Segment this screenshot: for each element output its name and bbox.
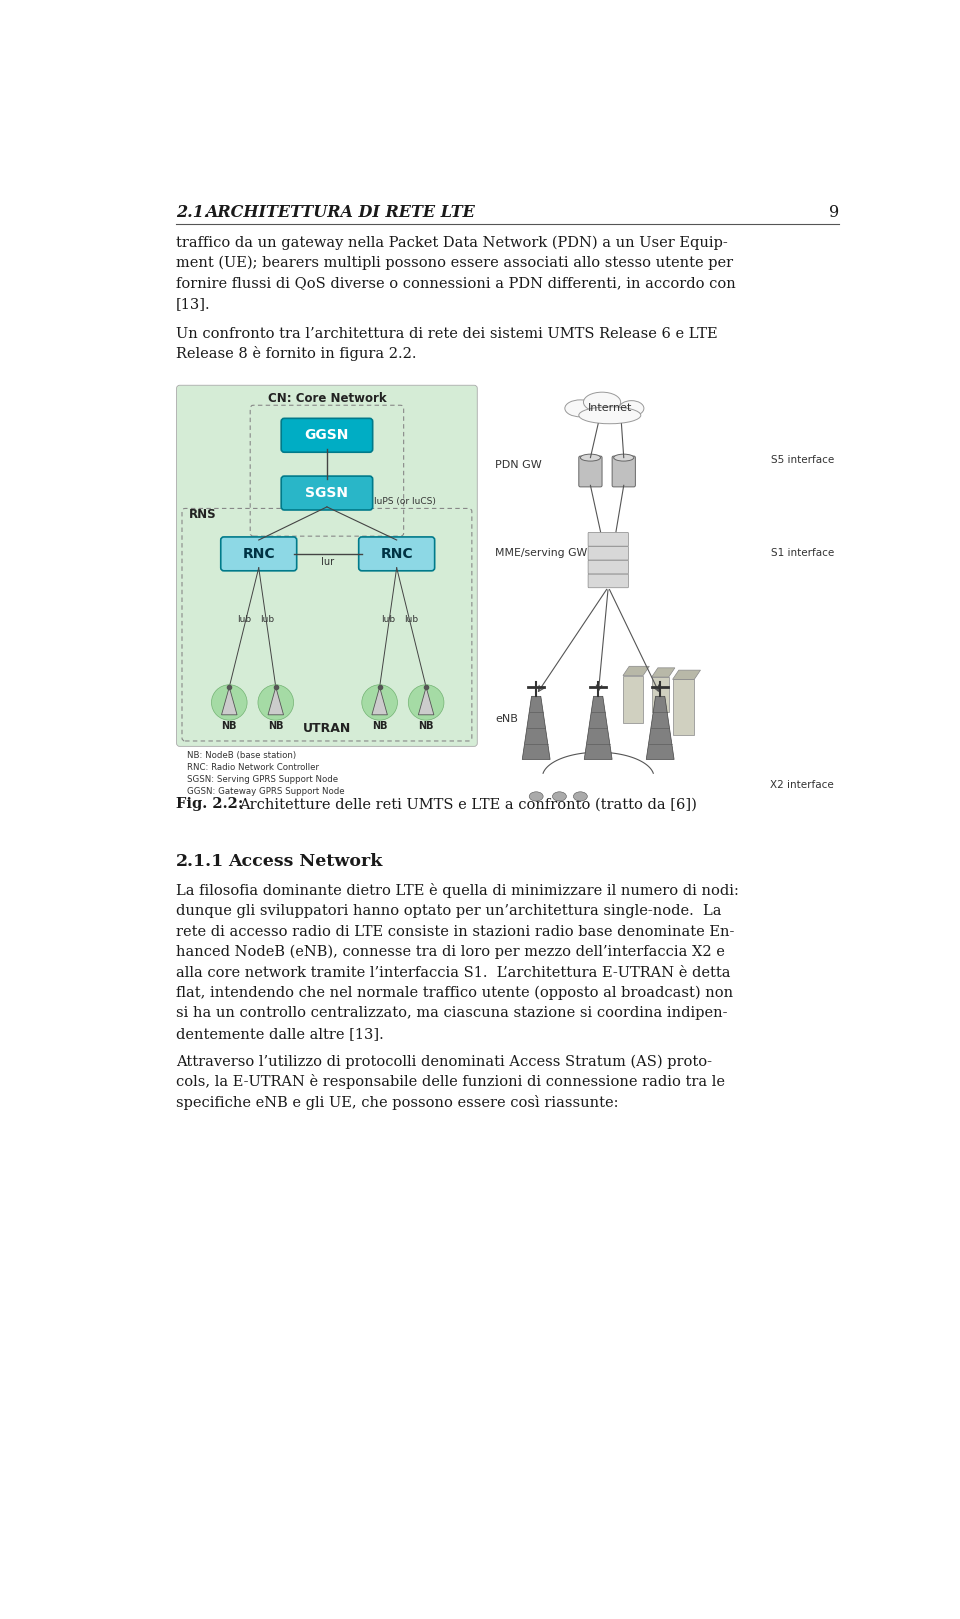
Text: Internet: Internet [588, 403, 632, 413]
Text: Iub: Iub [260, 615, 275, 625]
Text: NB: NB [372, 720, 388, 730]
Text: [13].: [13]. [176, 296, 210, 311]
FancyBboxPatch shape [612, 457, 636, 487]
Text: Iub: Iub [381, 615, 396, 625]
Text: cols, la E-UTRAN è responsabile delle funzioni di connessione radio tra le: cols, la E-UTRAN è responsabile delle fu… [176, 1075, 725, 1090]
Text: NB: NB [268, 720, 283, 730]
Polygon shape [585, 696, 612, 759]
Text: Un confronto tra l’architettura di rete dei sistemi UMTS Release 6 e LTE: Un confronto tra l’architettura di rete … [176, 327, 717, 340]
Polygon shape [646, 696, 674, 759]
Text: NB: NB [222, 720, 237, 730]
Text: hanced NodeB (eNB), connesse tra di loro per mezzo dell’interfaccia X2 e: hanced NodeB (eNB), connesse tra di loro… [176, 945, 725, 958]
Text: ARCHITETTURA DI RETE LTE: ARCHITETTURA DI RETE LTE [205, 204, 475, 222]
Text: NB: NB [419, 720, 434, 730]
Text: RNS: RNS [189, 508, 217, 521]
Text: Iub: Iub [404, 615, 419, 625]
Text: RNC: RNC [380, 547, 413, 560]
Ellipse shape [552, 792, 566, 801]
FancyBboxPatch shape [281, 418, 372, 452]
FancyBboxPatch shape [579, 457, 602, 487]
Polygon shape [419, 686, 434, 716]
Text: RNC: RNC [243, 547, 275, 560]
Text: si ha un controllo centralizzato, ma ciascuna stazione si coordina indipen-: si ha un controllo centralizzato, ma cia… [176, 1007, 728, 1020]
Text: flat, intendendo che nel normale traffico utente (opposto al broadcast) non: flat, intendendo che nel normale traffic… [176, 986, 732, 1001]
Text: MME/serving GW: MME/serving GW [495, 549, 588, 559]
Polygon shape [372, 686, 388, 716]
Ellipse shape [581, 455, 601, 461]
FancyBboxPatch shape [588, 575, 629, 588]
Polygon shape [673, 670, 701, 680]
FancyBboxPatch shape [359, 538, 435, 572]
Text: S5 interface: S5 interface [771, 455, 834, 465]
Ellipse shape [564, 400, 596, 416]
Text: ment (UE); bearers multipli possono essere associati allo stesso utente per: ment (UE); bearers multipli possono esse… [176, 256, 732, 270]
Text: alla core network tramite l’interfaccia S1.  L’architettura E-UTRAN è detta: alla core network tramite l’interfaccia … [176, 965, 731, 979]
FancyBboxPatch shape [623, 675, 643, 724]
Text: 9: 9 [828, 204, 839, 222]
Ellipse shape [613, 455, 634, 461]
Ellipse shape [619, 400, 644, 416]
Text: dentemente dalle altre [13].: dentemente dalle altre [13]. [176, 1026, 384, 1041]
Polygon shape [268, 686, 283, 716]
Text: UTRAN: UTRAN [302, 722, 351, 735]
Polygon shape [623, 667, 649, 675]
Text: GGSN: Gateway GPRS Support Node: GGSN: Gateway GPRS Support Node [187, 787, 345, 797]
Text: GGSN: GGSN [304, 429, 349, 442]
Ellipse shape [579, 406, 641, 424]
Text: PDN GW: PDN GW [495, 460, 541, 471]
Ellipse shape [584, 392, 621, 413]
Circle shape [211, 685, 247, 720]
Text: SGSN: SGSN [305, 486, 348, 500]
Circle shape [258, 685, 294, 720]
FancyBboxPatch shape [221, 538, 297, 572]
Text: IuPS (or IuCS): IuPS (or IuCS) [374, 497, 436, 505]
Polygon shape [522, 696, 550, 759]
Text: SGSN: Serving GPRS Support Node: SGSN: Serving GPRS Support Node [187, 776, 339, 784]
Text: 2.1.: 2.1. [176, 204, 221, 222]
Text: S1 interface: S1 interface [771, 549, 834, 559]
Polygon shape [222, 686, 237, 716]
FancyBboxPatch shape [673, 680, 694, 735]
Text: fornire flussi di QoS diverse o connessioni a PDN differenti, in accordo con: fornire flussi di QoS diverse o connessi… [176, 277, 735, 290]
Text: Iub: Iub [237, 615, 252, 625]
FancyBboxPatch shape [652, 677, 669, 712]
Text: specifiche eNB e gli UE, che possono essere così riassunte:: specifiche eNB e gli UE, che possono ess… [176, 1094, 618, 1109]
Circle shape [408, 685, 444, 720]
Ellipse shape [529, 792, 543, 801]
FancyBboxPatch shape [281, 476, 372, 510]
Text: Iur: Iur [322, 557, 334, 567]
Ellipse shape [573, 792, 588, 801]
Text: Fig. 2.2:: Fig. 2.2: [176, 797, 243, 811]
FancyBboxPatch shape [588, 560, 629, 573]
Text: traffico da un gateway nella Packet Data Network (PDN) a un User Equip-: traffico da un gateway nella Packet Data… [176, 235, 728, 249]
Text: La filosofia dominante dietro LTE è quella di minimizzare il numero di nodi:: La filosofia dominante dietro LTE è quel… [176, 882, 738, 899]
Text: rete di accesso radio di LTE consiste in stazioni radio base denominate En-: rete di accesso radio di LTE consiste in… [176, 924, 734, 939]
Circle shape [362, 685, 397, 720]
Text: Architetture delle reti UMTS e LTE a confronto (tratto da [6]): Architetture delle reti UMTS e LTE a con… [239, 797, 697, 811]
Text: X2 interface: X2 interface [770, 780, 834, 790]
Text: RNC: Radio Network Controller: RNC: Radio Network Controller [187, 763, 320, 772]
Text: Release 8 è fornito in figura 2.2.: Release 8 è fornito in figura 2.2. [176, 346, 417, 361]
FancyBboxPatch shape [177, 385, 477, 746]
Text: eNB: eNB [495, 714, 518, 724]
Text: Attraverso l’utilizzo di protocolli denominati Access Stratum (AS) proto-: Attraverso l’utilizzo di protocolli deno… [176, 1054, 711, 1069]
Text: 2.1.1: 2.1.1 [176, 853, 224, 869]
Text: Access Network: Access Network [228, 853, 383, 869]
FancyBboxPatch shape [588, 533, 629, 546]
Text: NB: NodeB (base station): NB: NodeB (base station) [187, 751, 297, 759]
Text: dunque gli sviluppatori hanno optato per un’architettura single-node.  La: dunque gli sviluppatori hanno optato per… [176, 905, 721, 918]
Text: CN: Core Network: CN: Core Network [268, 392, 386, 405]
FancyBboxPatch shape [588, 546, 629, 560]
Polygon shape [652, 667, 675, 677]
